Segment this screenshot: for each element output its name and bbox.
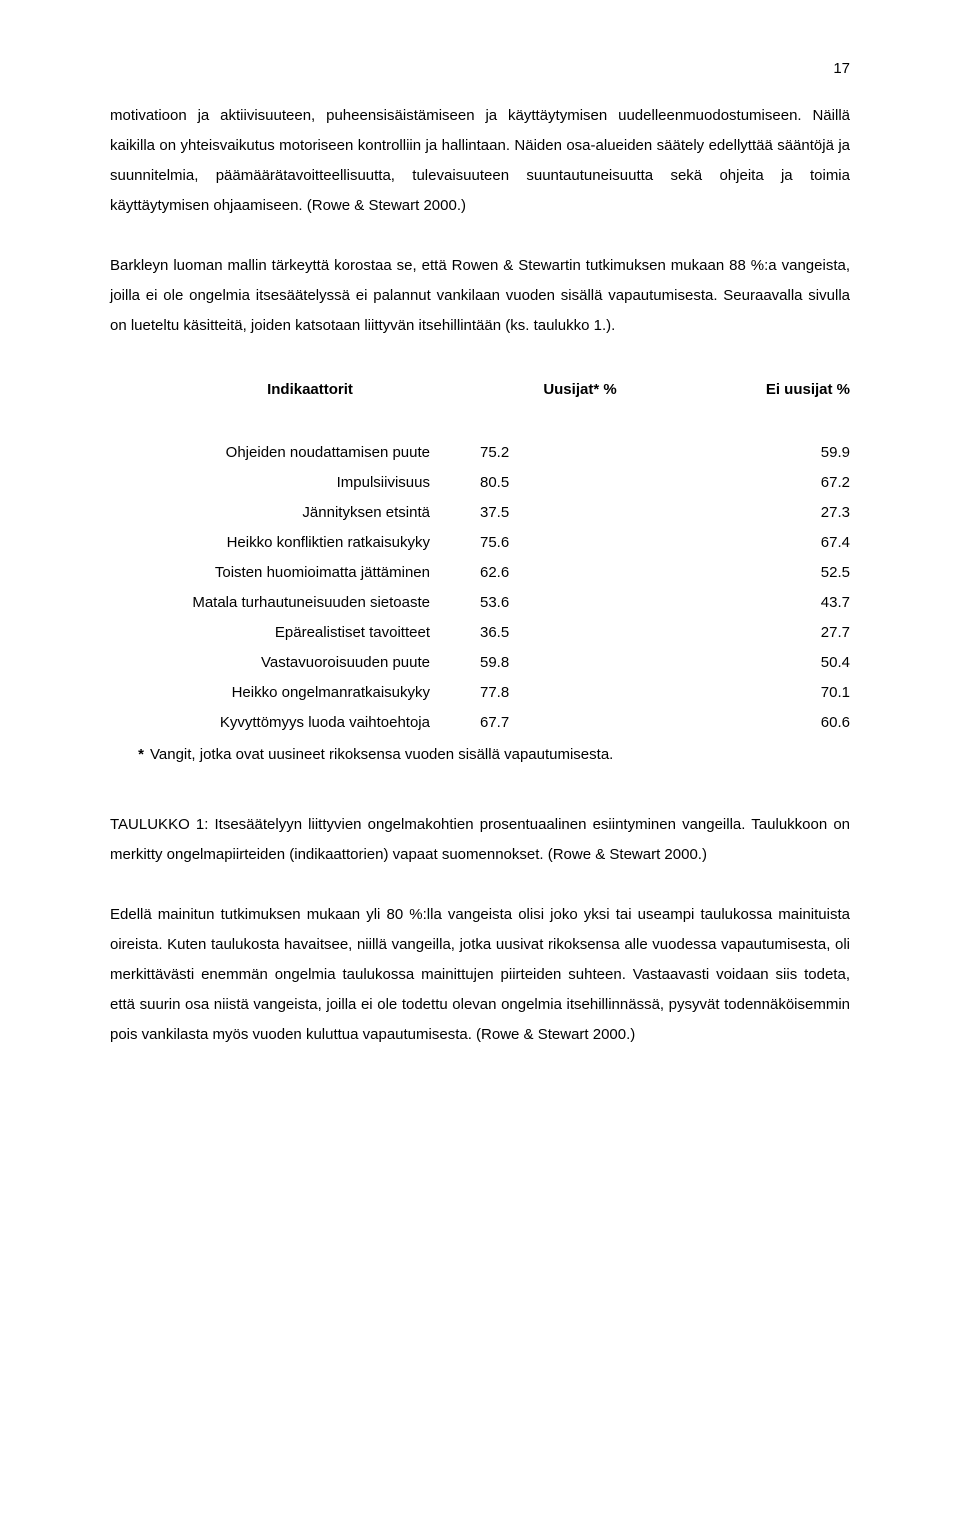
cell-indicator: Toisten huomioimatta jättäminen	[110, 558, 450, 588]
cell-indicator: Ohjeiden noudattamisen puute	[110, 438, 450, 468]
header-ei-uusijat: Ei uusijat %	[650, 381, 850, 398]
cell-indicator: Matala turhautuneisuuden sietoaste	[110, 588, 450, 618]
table-row: Kyvyttömyys luoda vaihtoehtoja 67.7 60.6	[110, 708, 850, 738]
cell-ei-uusijat: 59.9	[660, 438, 850, 468]
footnote-mark: *	[110, 740, 150, 770]
indicator-table: Indikaattorit Uusijat* % Ei uusijat % Oh…	[110, 381, 850, 770]
table-row: Heikko ongelmanratkaisukyky 77.8 70.1	[110, 678, 850, 708]
table-footnote: * Vangit, jotka ovat uusineet rikoksensa…	[110, 740, 850, 770]
table-row: Vastavuoroisuuden puute 59.8 50.4	[110, 648, 850, 678]
cell-ei-uusijat: 60.6	[660, 708, 850, 738]
cell-ei-uusijat: 67.4	[660, 528, 850, 558]
cell-uusijat: 36.5	[450, 618, 660, 648]
cell-uusijat: 80.5	[450, 468, 660, 498]
cell-indicator: Impulsiivisuus	[110, 468, 450, 498]
cell-ei-uusijat: 70.1	[660, 678, 850, 708]
cell-uusijat: 75.6	[450, 528, 660, 558]
cell-ei-uusijat: 43.7	[660, 588, 850, 618]
table-caption: TAULUKKO 1: Itsesäätelyyn liittyvien ong…	[110, 810, 850, 870]
header-uusijat: Uusijat* %	[510, 381, 650, 398]
cell-indicator: Heikko ongelmanratkaisukyky	[110, 678, 450, 708]
cell-uusijat: 67.7	[450, 708, 660, 738]
cell-indicator: Kyvyttömyys luoda vaihtoehtoja	[110, 708, 450, 738]
cell-indicator: Vastavuoroisuuden puute	[110, 648, 450, 678]
cell-uusijat: 53.6	[450, 588, 660, 618]
paragraph-2: Barkleyn luoman mallin tärkeyttä korosta…	[110, 251, 850, 341]
cell-uusijat: 77.8	[450, 678, 660, 708]
footnote-text: Vangit, jotka ovat uusineet rikoksensa v…	[150, 740, 850, 770]
table-header-row: Indikaattorit Uusijat* % Ei uusijat %	[110, 381, 850, 398]
page-number: 17	[110, 60, 850, 77]
cell-ei-uusijat: 67.2	[660, 468, 850, 498]
cell-ei-uusijat: 27.7	[660, 618, 850, 648]
table-row: Jännityksen etsintä 37.5 27.3	[110, 498, 850, 528]
document-page: 17 motivatioon ja aktiivisuuteen, puheen…	[0, 0, 960, 1160]
cell-uusijat: 62.6	[450, 558, 660, 588]
cell-ei-uusijat: 50.4	[660, 648, 850, 678]
paragraph-4: Edellä mainitun tutkimuksen mukaan yli 8…	[110, 900, 850, 1050]
cell-indicator: Heikko konfliktien ratkaisukyky	[110, 528, 450, 558]
table-row: Ohjeiden noudattamisen puute 75.2 59.9	[110, 438, 850, 468]
table-row: Matala turhautuneisuuden sietoaste 53.6 …	[110, 588, 850, 618]
cell-uusijat: 37.5	[450, 498, 660, 528]
header-indicator: Indikaattorit	[110, 381, 510, 398]
table-row: Epärealistiset tavoitteet 36.5 27.7	[110, 618, 850, 648]
cell-indicator: Jännityksen etsintä	[110, 498, 450, 528]
cell-indicator: Epärealistiset tavoitteet	[110, 618, 450, 648]
paragraph-1: motivatioon ja aktiivisuuteen, puheensis…	[110, 101, 850, 221]
cell-uusijat: 59.8	[450, 648, 660, 678]
table-row: Impulsiivisuus 80.5 67.2	[110, 468, 850, 498]
table-row: Toisten huomioimatta jättäminen 62.6 52.…	[110, 558, 850, 588]
cell-uusijat: 75.2	[450, 438, 660, 468]
table-row: Heikko konfliktien ratkaisukyky 75.6 67.…	[110, 528, 850, 558]
cell-ei-uusijat: 52.5	[660, 558, 850, 588]
cell-ei-uusijat: 27.3	[660, 498, 850, 528]
